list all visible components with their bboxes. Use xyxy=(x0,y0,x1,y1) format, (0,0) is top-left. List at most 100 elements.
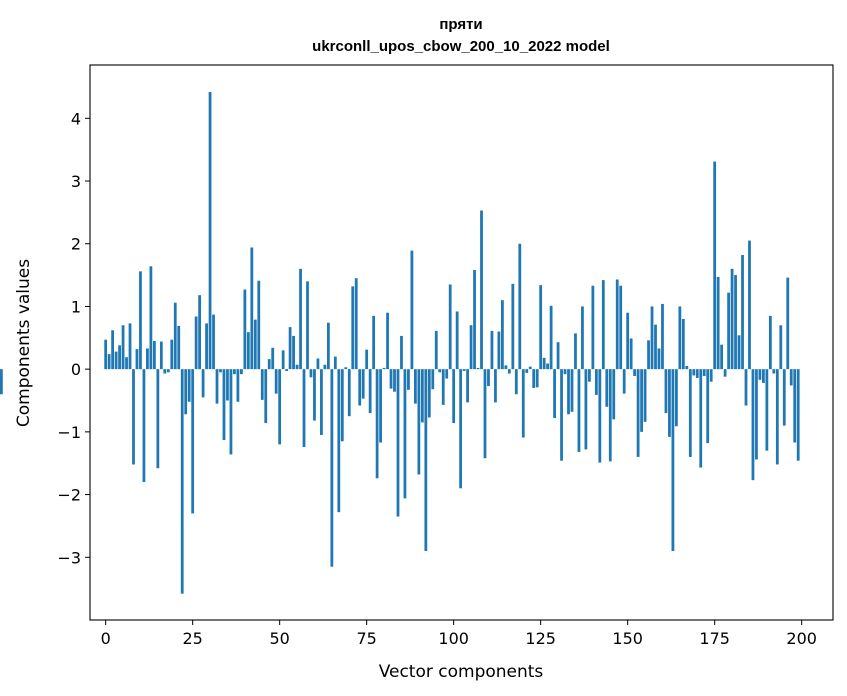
bar xyxy=(598,369,602,463)
bar xyxy=(528,366,532,370)
bar xyxy=(159,341,163,370)
bar xyxy=(532,369,536,388)
bar xyxy=(675,369,678,427)
bar xyxy=(455,311,459,370)
bar xyxy=(142,369,146,483)
bar xyxy=(730,268,734,370)
bar xyxy=(685,366,689,370)
y-tick-label: −1 xyxy=(57,423,81,442)
bar xyxy=(695,369,699,378)
bar xyxy=(751,369,755,481)
bar xyxy=(594,369,598,395)
x-tick-label: 75 xyxy=(356,629,376,648)
bar xyxy=(734,275,737,370)
bar xyxy=(664,369,668,414)
bar xyxy=(636,369,640,457)
bar xyxy=(762,369,765,383)
bar xyxy=(219,369,222,373)
bar xyxy=(542,357,546,370)
bar xyxy=(323,364,327,370)
bar xyxy=(379,369,382,443)
bar xyxy=(768,315,772,370)
bar xyxy=(755,369,758,460)
bar xyxy=(118,345,121,370)
bar xyxy=(744,369,748,406)
bar xyxy=(779,325,783,370)
bar xyxy=(156,369,160,469)
bar xyxy=(514,369,518,395)
bar xyxy=(313,369,316,421)
bar xyxy=(688,369,692,457)
bar xyxy=(553,369,556,419)
bar xyxy=(347,369,351,417)
bar xyxy=(295,364,299,370)
bar xyxy=(306,281,309,370)
y-tick-label: 1 xyxy=(71,297,81,316)
bars-group xyxy=(0,91,800,594)
bar xyxy=(177,325,181,370)
bar xyxy=(407,369,410,390)
bar xyxy=(309,369,313,378)
bar xyxy=(239,369,243,375)
bar xyxy=(410,250,414,370)
bar xyxy=(668,369,671,437)
bar xyxy=(132,369,135,465)
bar xyxy=(678,306,682,370)
y-tick-label: 3 xyxy=(71,172,81,191)
bar xyxy=(535,369,539,388)
bar xyxy=(796,369,800,461)
bar xyxy=(549,305,553,370)
bar xyxy=(772,369,776,374)
bar xyxy=(243,289,247,370)
bar xyxy=(396,369,400,517)
bar xyxy=(125,357,128,370)
bar xyxy=(581,306,584,370)
bar xyxy=(382,367,386,370)
y-tick-label: 2 xyxy=(71,235,81,254)
bar xyxy=(107,354,111,370)
bar xyxy=(114,351,118,370)
bar xyxy=(246,332,250,370)
bar xyxy=(180,369,184,594)
bar xyxy=(501,300,504,370)
bar xyxy=(758,369,762,380)
x-tick-label: 125 xyxy=(525,629,556,648)
bar xyxy=(149,266,153,370)
bar xyxy=(222,369,226,441)
bar xyxy=(173,302,177,370)
bar xyxy=(333,356,337,370)
bar xyxy=(330,369,334,567)
bar xyxy=(226,369,229,401)
bar xyxy=(483,369,487,459)
bar xyxy=(198,295,202,370)
bar xyxy=(417,369,421,475)
bar xyxy=(591,285,595,370)
bar xyxy=(441,369,445,405)
bar xyxy=(793,369,797,443)
bar xyxy=(257,280,261,370)
bar xyxy=(619,285,623,370)
bar xyxy=(748,240,751,370)
bar xyxy=(438,369,442,373)
bar xyxy=(400,335,403,370)
bar xyxy=(152,340,156,370)
bar xyxy=(622,369,626,394)
bar xyxy=(476,367,480,370)
bar xyxy=(713,161,717,370)
bar xyxy=(135,349,139,370)
bar xyxy=(716,276,720,370)
bar xyxy=(393,369,396,392)
y-axis-label: Components values xyxy=(14,259,34,427)
bar xyxy=(657,348,661,370)
bar xyxy=(368,369,372,414)
bar xyxy=(170,339,174,370)
bar xyxy=(250,247,254,370)
bar xyxy=(260,369,264,400)
chart-subtitle: ukrconll_upos_cbow_200_10_2022 model xyxy=(312,38,610,55)
bar xyxy=(741,255,744,370)
bar xyxy=(420,369,424,423)
bar xyxy=(654,324,657,370)
bar xyxy=(459,369,463,489)
y-tick-label: −3 xyxy=(57,548,81,567)
